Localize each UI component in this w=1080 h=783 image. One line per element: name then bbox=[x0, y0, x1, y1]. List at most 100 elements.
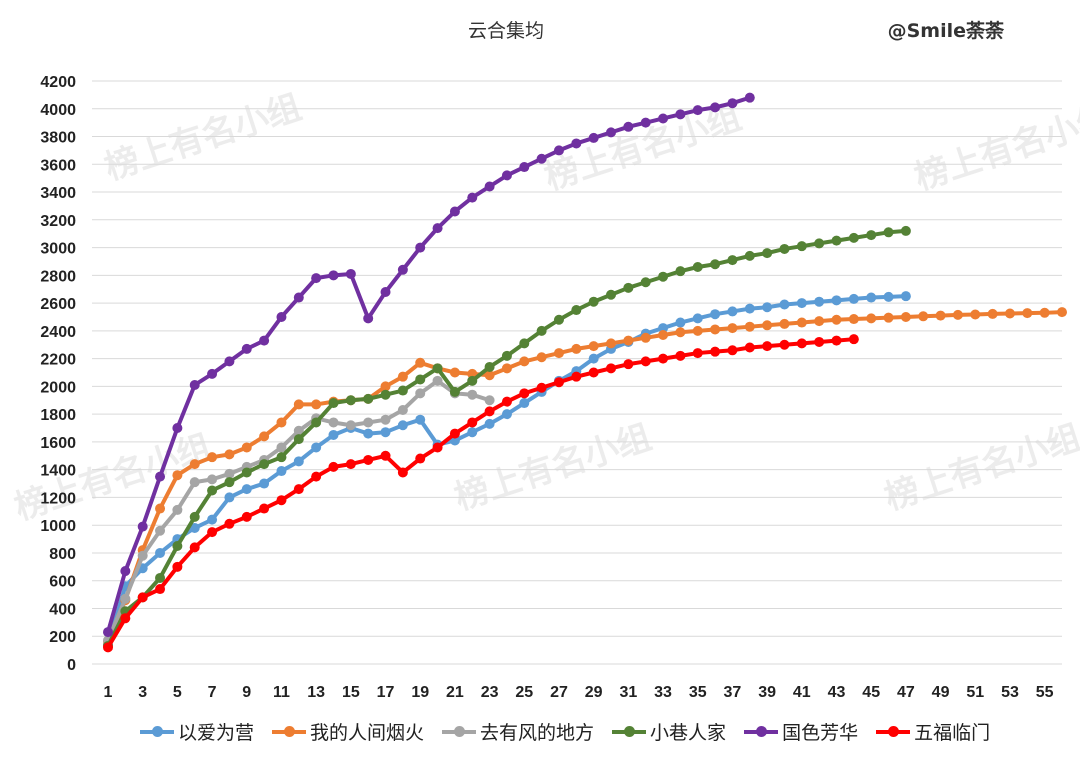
data-point bbox=[467, 192, 478, 203]
x-tick-label: 43 bbox=[828, 684, 846, 701]
data-point bbox=[311, 471, 322, 482]
data-point bbox=[1022, 308, 1033, 319]
data-point bbox=[710, 102, 721, 113]
data-point bbox=[744, 321, 755, 332]
data-point bbox=[710, 309, 721, 320]
data-point bbox=[172, 561, 183, 572]
data-point bbox=[727, 323, 738, 334]
data-point bbox=[571, 305, 582, 316]
x-tick-label: 53 bbox=[1001, 684, 1019, 701]
data-point bbox=[259, 478, 270, 489]
x-tick-label: 41 bbox=[793, 684, 811, 701]
data-point bbox=[432, 442, 443, 453]
data-point bbox=[553, 348, 564, 359]
data-point bbox=[727, 345, 738, 356]
legend-swatch bbox=[744, 725, 779, 737]
y-tick-label: 1400 bbox=[40, 463, 76, 480]
data-point bbox=[675, 266, 686, 277]
data-point bbox=[259, 459, 270, 470]
data-point bbox=[189, 522, 200, 533]
data-point bbox=[207, 452, 218, 463]
data-point bbox=[762, 248, 773, 259]
x-tick-label: 49 bbox=[932, 684, 950, 701]
data-point bbox=[449, 367, 460, 378]
x-tick-label: 51 bbox=[966, 684, 984, 701]
x-tick-label: 9 bbox=[242, 684, 251, 701]
data-point bbox=[293, 399, 304, 410]
x-tick-label: 35 bbox=[689, 684, 707, 701]
legend-item: 去有风的地方 bbox=[442, 718, 594, 745]
data-point bbox=[293, 425, 304, 436]
data-point bbox=[501, 350, 512, 361]
data-point bbox=[467, 427, 478, 438]
data-point bbox=[814, 316, 825, 327]
data-point bbox=[675, 350, 686, 361]
data-point bbox=[189, 459, 200, 470]
data-point bbox=[276, 452, 287, 463]
data-point bbox=[553, 314, 564, 325]
data-point bbox=[744, 303, 755, 314]
data-point bbox=[224, 492, 235, 503]
data-point bbox=[484, 418, 495, 429]
legend-label: 以爱为营 bbox=[178, 722, 255, 744]
data-point bbox=[692, 325, 703, 336]
data-point bbox=[103, 627, 113, 638]
x-tick-label: 33 bbox=[654, 684, 672, 701]
x-tick-label: 45 bbox=[862, 684, 880, 701]
x-tick-label: 19 bbox=[411, 684, 429, 701]
data-point bbox=[293, 434, 304, 445]
data-point bbox=[519, 356, 530, 367]
data-point bbox=[172, 470, 183, 481]
data-point bbox=[155, 584, 166, 595]
data-point bbox=[744, 250, 755, 261]
data-point bbox=[883, 227, 894, 238]
data-point bbox=[692, 105, 703, 116]
data-point bbox=[987, 308, 998, 319]
data-point bbox=[380, 427, 391, 438]
data-point bbox=[814, 336, 825, 347]
data-point bbox=[207, 368, 218, 379]
data-point bbox=[883, 312, 894, 323]
data-point bbox=[224, 477, 235, 488]
data-point bbox=[519, 162, 530, 173]
data-point bbox=[241, 467, 252, 478]
data-point bbox=[710, 259, 721, 270]
legend-label: 国色芳华 bbox=[782, 722, 859, 744]
data-point bbox=[727, 306, 738, 317]
data-point bbox=[640, 277, 651, 288]
legend-label: 五福临门 bbox=[914, 722, 991, 744]
data-point bbox=[675, 317, 686, 328]
data-point bbox=[623, 359, 634, 370]
data-point bbox=[900, 311, 911, 322]
data-point bbox=[501, 396, 512, 407]
legend-item: 我的人间烟火 bbox=[272, 718, 424, 745]
legend-swatch bbox=[876, 725, 911, 737]
data-point bbox=[276, 466, 287, 477]
data-point bbox=[432, 375, 443, 386]
data-point bbox=[449, 206, 460, 217]
data-point bbox=[224, 468, 235, 479]
data-point bbox=[276, 495, 287, 506]
data-point bbox=[796, 338, 807, 349]
y-tick-label: 4000 bbox=[40, 102, 76, 119]
x-tick-label: 13 bbox=[307, 684, 325, 701]
y-tick-label: 3800 bbox=[40, 130, 76, 147]
data-point bbox=[866, 230, 877, 241]
data-point bbox=[484, 406, 495, 417]
data-point bbox=[189, 542, 200, 553]
data-point bbox=[155, 525, 166, 536]
data-point bbox=[137, 550, 148, 561]
data-point bbox=[848, 293, 859, 304]
data-point bbox=[658, 353, 669, 364]
series-line bbox=[106, 378, 491, 642]
data-point bbox=[658, 330, 669, 341]
data-point bbox=[328, 270, 339, 281]
data-point bbox=[692, 348, 703, 359]
x-tick-label: 3 bbox=[138, 684, 147, 701]
data-point bbox=[311, 399, 322, 410]
data-point bbox=[588, 132, 599, 143]
legend-label: 我的人间烟火 bbox=[310, 722, 425, 744]
data-point bbox=[918, 311, 929, 322]
data-point bbox=[727, 255, 738, 266]
y-tick-label: 1800 bbox=[40, 407, 76, 424]
